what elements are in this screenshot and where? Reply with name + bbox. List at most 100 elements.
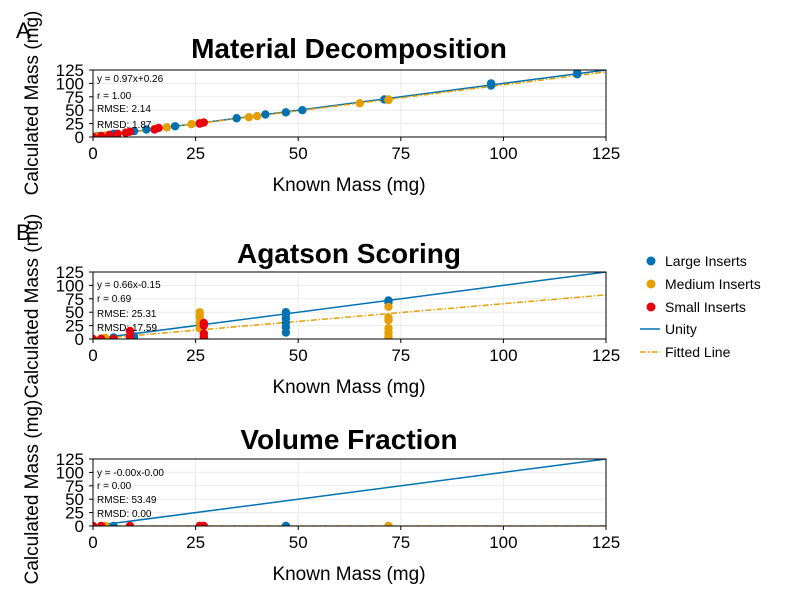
- data-point: [573, 70, 582, 79]
- x-tick-label: 0: [88, 533, 97, 552]
- fit-rmse: RMSE: 53.49: [97, 495, 157, 506]
- data-layer: [93, 459, 606, 526]
- data-point: [97, 334, 106, 339]
- plot-frame: [92, 271, 607, 340]
- plot-frame: [92, 69, 607, 138]
- legend-marker-icon: [646, 256, 656, 266]
- data-point: [281, 108, 291, 117]
- data-point: [93, 132, 98, 137]
- x-tick-label: 125: [592, 533, 620, 552]
- data-point: [109, 521, 118, 526]
- chart-title: Agatson Scoring: [237, 238, 461, 269]
- y-axis-label: Calculated Mass (mg): [22, 400, 43, 585]
- data-point: [113, 129, 122, 137]
- data-point: [384, 334, 393, 339]
- data-point: [93, 521, 98, 526]
- fit-equation: y = 0.97x+0.26: [97, 74, 164, 85]
- x-tick-label: 25: [186, 533, 205, 552]
- chart-title: Volume Fraction: [240, 424, 457, 455]
- data-point: [384, 316, 393, 325]
- data-point: [199, 118, 209, 127]
- y-tick-label: 75: [65, 290, 84, 309]
- y-tick-label: 125: [56, 263, 84, 282]
- x-tick-label: 125: [592, 144, 620, 163]
- legend-item-small-inserts: Small Inserts: [646, 299, 746, 315]
- legend-label: Fitted Line: [665, 344, 731, 360]
- x-tick-label: 25: [186, 144, 205, 163]
- legend-item-large-inserts: Large Inserts: [646, 253, 747, 269]
- x-axis-label: Known Mass (mg): [272, 377, 425, 398]
- x-axis-label: Known Mass (mg): [272, 175, 425, 196]
- x-tick-label: 75: [391, 533, 410, 552]
- data-point: [125, 326, 135, 336]
- data-point: [170, 122, 180, 131]
- y-tick-label: 125: [56, 61, 84, 80]
- series-small-inserts: [93, 521, 209, 526]
- fit-correlation: r = 0.69: [97, 294, 132, 305]
- legend-label: Small Inserts: [665, 299, 746, 315]
- data-point: [252, 111, 262, 121]
- data-point: [109, 334, 118, 339]
- plot-frame: [92, 458, 607, 527]
- fit-rmse: RMSE: 2.14: [97, 104, 151, 115]
- fit-correlation: r = 0.00: [97, 481, 132, 492]
- y-tick-label: 75: [65, 477, 84, 496]
- fit-correlation: r = 1.00: [97, 91, 132, 102]
- fitted-line: [93, 294, 606, 339]
- data-point: [199, 334, 209, 339]
- y-tick-label: 25: [65, 115, 84, 134]
- series-large-inserts: [109, 521, 291, 526]
- data-point: [142, 125, 151, 134]
- y-axis-label: Calculated Mass (mg): [22, 11, 43, 196]
- fit-equation: y = 0.66x-0.15: [97, 280, 161, 291]
- legend: Large Inserts Medium Inserts Small Inser…: [640, 253, 761, 360]
- series-small-inserts: [93, 118, 209, 137]
- fit-rmsd: RMSD: 0.00: [97, 509, 152, 520]
- data-point: [97, 521, 106, 526]
- fit-rmsd: RMSD: 1.87: [97, 120, 152, 131]
- legend-marker-icon: [646, 279, 656, 289]
- y-tick-label: 50: [65, 490, 84, 509]
- x-tick-label: 25: [186, 346, 205, 365]
- legend-item-fitted-line: Fitted Line: [640, 344, 731, 360]
- series-small-inserts: [93, 318, 209, 339]
- data-point: [154, 123, 163, 133]
- fit-rmsd: RMSD: 17.59: [97, 323, 157, 334]
- data-point: [261, 110, 270, 119]
- y-tick-label: 100: [56, 276, 84, 295]
- x-tick-label: 0: [88, 144, 97, 163]
- data-point: [281, 328, 291, 337]
- legend-label: Medium Inserts: [665, 276, 761, 292]
- x-tick-label: 75: [391, 144, 410, 163]
- data-point: [97, 131, 106, 137]
- data-point: [199, 321, 209, 330]
- y-tick-label: 0: [75, 330, 84, 349]
- legend-item-unity: Unity: [640, 321, 697, 337]
- data-point: [232, 114, 241, 123]
- y-tick-label: 100: [56, 74, 84, 93]
- y-tick-label: 50: [65, 303, 84, 322]
- y-tick-label: 125: [56, 450, 84, 469]
- y-tick-label: 0: [75, 517, 84, 536]
- x-tick-label: 50: [289, 346, 308, 365]
- data-point: [93, 334, 98, 339]
- fit-rmse: RMSE: 25.31: [97, 309, 157, 320]
- x-axis-label: Known Mass (mg): [272, 564, 425, 585]
- y-tick-label: 25: [65, 317, 84, 336]
- data-point: [244, 112, 254, 122]
- y-tick-label: 75: [65, 88, 84, 107]
- chart-title: Material Decomposition: [191, 33, 507, 64]
- x-tick-label: 50: [289, 144, 308, 163]
- data-point: [105, 130, 114, 137]
- data-point: [281, 521, 291, 526]
- data-point: [298, 106, 307, 115]
- x-tick-label: 100: [489, 144, 517, 163]
- y-tick-label: 0: [75, 128, 84, 147]
- legend-marker-icon: [646, 302, 656, 312]
- unity-line: [93, 272, 606, 339]
- y-tick-label: 50: [65, 101, 84, 120]
